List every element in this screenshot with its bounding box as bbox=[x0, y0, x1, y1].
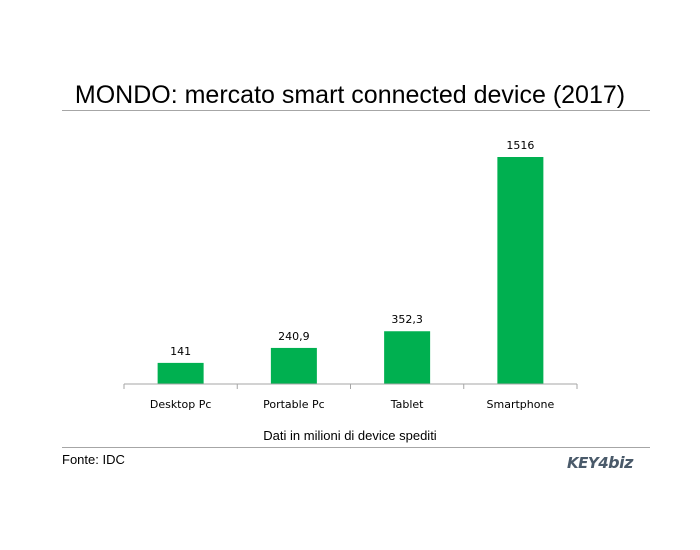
x-axis-caption: Dati in milioni di device spediti bbox=[263, 428, 437, 443]
bars-group bbox=[157, 157, 544, 384]
bar-smartphone bbox=[497, 157, 544, 384]
bar-portable-pc bbox=[270, 347, 317, 384]
value-labels-group: 141 240,9 352,3 1516 bbox=[170, 139, 534, 358]
key4biz-logo: KEY4biz bbox=[567, 453, 635, 472]
bar-value-label: 240,9 bbox=[278, 330, 310, 343]
bar-tablet bbox=[384, 331, 431, 384]
category-label: Tablet bbox=[390, 398, 424, 411]
bar-value-label: 1516 bbox=[506, 139, 534, 152]
category-labels-group: Desktop Pc Portable Pc Tablet Smartphone bbox=[150, 398, 555, 411]
page-title: MONDO: mercato smart connected device (2… bbox=[74, 81, 626, 109]
category-label: Portable Pc bbox=[263, 398, 325, 411]
x-axis-ticks bbox=[123, 384, 578, 389]
title-divider bbox=[62, 110, 650, 111]
svg-text:KEY4biz: KEY4biz bbox=[567, 453, 634, 472]
category-label: Desktop Pc bbox=[150, 398, 212, 411]
bar-desktop-pc bbox=[157, 362, 204, 384]
bar-value-label: 141 bbox=[170, 345, 191, 358]
source-note: Fonte: IDC bbox=[62, 452, 125, 467]
category-label: Smartphone bbox=[487, 398, 555, 411]
bar-value-label: 352,3 bbox=[391, 313, 423, 326]
footer-divider bbox=[62, 447, 650, 448]
